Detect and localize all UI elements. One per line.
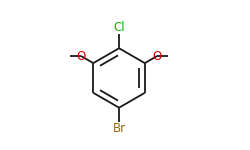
Text: O: O xyxy=(152,50,162,63)
Text: Br: Br xyxy=(112,122,126,135)
Text: Cl: Cl xyxy=(113,21,125,34)
Text: O: O xyxy=(76,50,86,63)
